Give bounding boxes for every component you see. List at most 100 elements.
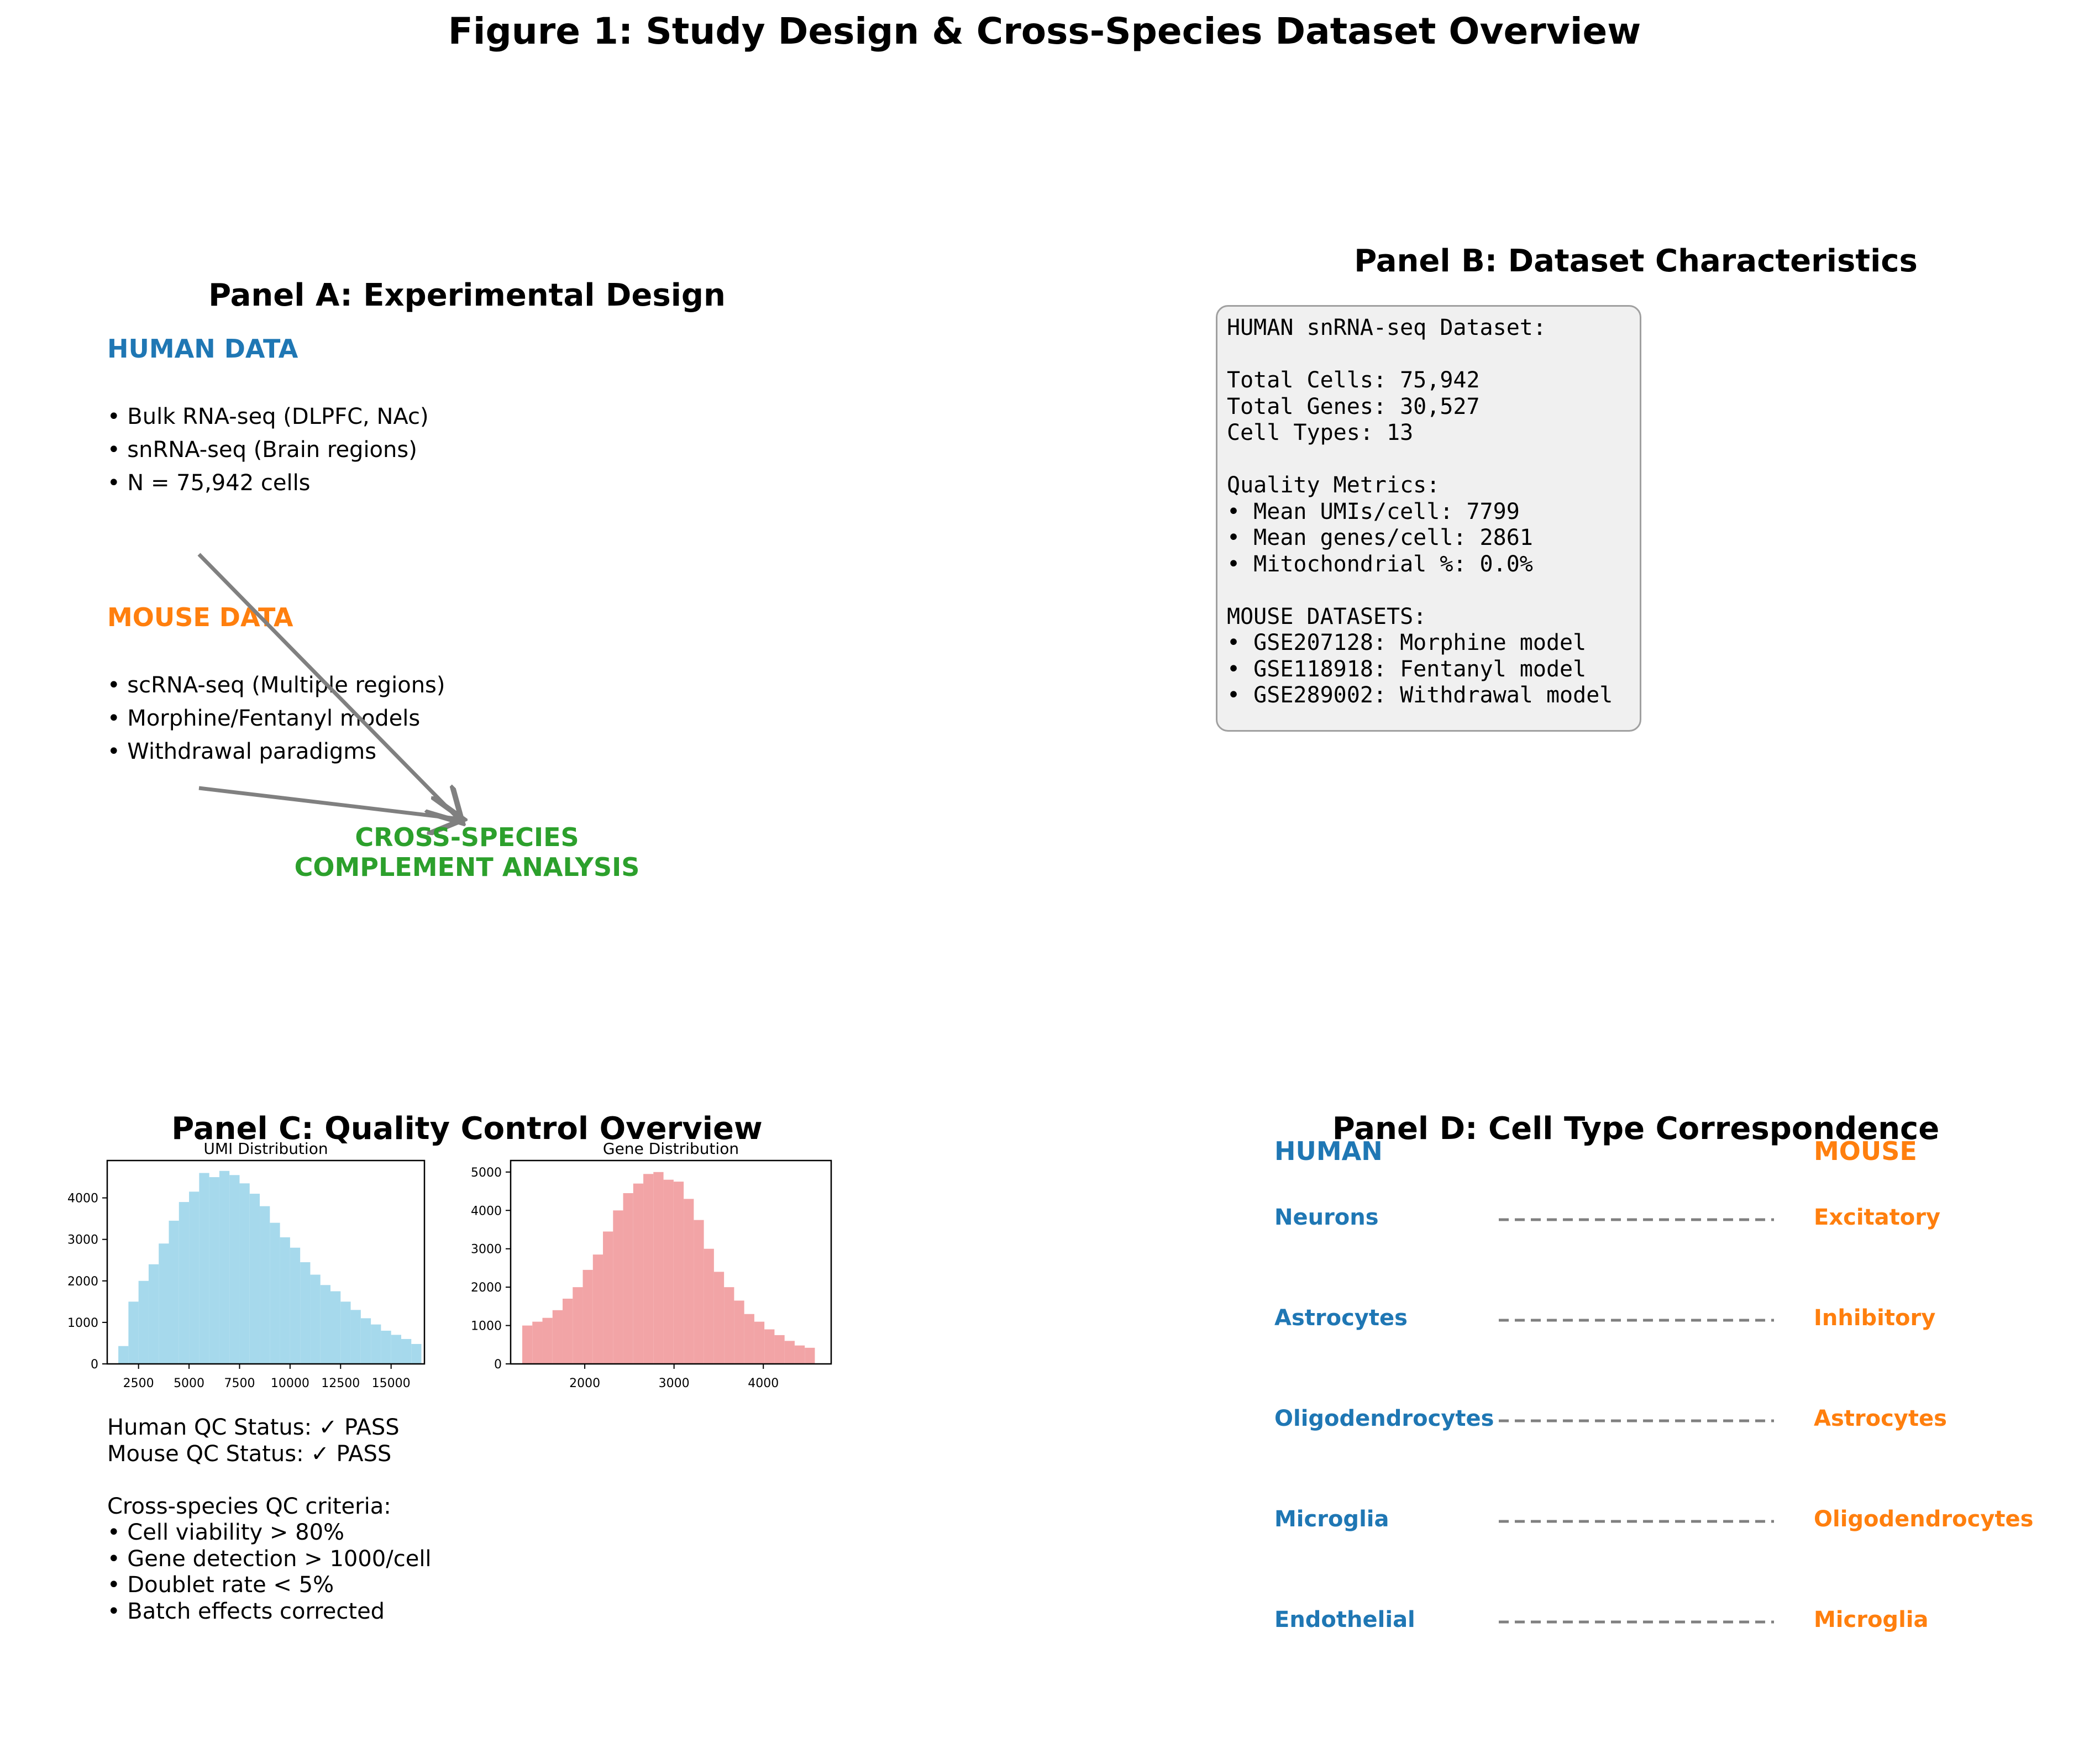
umi-histogram-bar xyxy=(209,1177,219,1364)
gene-xtick-label: 4000 xyxy=(748,1377,779,1390)
human-cell-type: Oligodendrocytes xyxy=(1274,1406,1494,1431)
umi-histogram: 2500 5000 7500 10000 12500 15000 0 1000 2000 3000… xyxy=(67,1140,426,1390)
gene-histogram-bar xyxy=(563,1298,573,1364)
dataset-info-text: HUMAN snRNA-seq Dataset: Total Cells: 75… xyxy=(1227,315,1613,708)
gene-histogram-bar xyxy=(713,1272,725,1364)
gene-ytick-label: 2000 xyxy=(471,1281,502,1295)
gene-histogram-bar xyxy=(724,1287,734,1364)
human-cell-type: Microglia xyxy=(1274,1506,1389,1532)
umi-xtick-label: 5000 xyxy=(174,1377,204,1390)
human-data-heading: HUMAN DATA xyxy=(107,334,298,364)
gene-histogram-bar xyxy=(592,1254,603,1364)
umi-histogram-bar xyxy=(300,1262,311,1364)
human-cell-type: Astrocytes xyxy=(1274,1305,1408,1331)
gene-histogram-bar xyxy=(582,1269,593,1364)
gene-histogram-bar xyxy=(734,1300,744,1364)
panel-d-title: Panel D: Cell Type Correspondence xyxy=(1332,1111,1940,1147)
gene-ytick-label: 3000 xyxy=(471,1243,502,1257)
umi-histogram-bar xyxy=(159,1243,169,1364)
mouse-item-withdrawal: • Withdrawal paradigms xyxy=(107,739,377,764)
umi-histogram-bar xyxy=(290,1247,301,1364)
gene-histogram-bar xyxy=(805,1347,815,1364)
mouse-column-header: MOUSE xyxy=(1814,1136,1917,1166)
gene-histogram-bar xyxy=(663,1179,674,1364)
mouse-cell-type: Excitatory xyxy=(1814,1205,1941,1230)
panel-b-title: Panel B: Dataset Characteristics xyxy=(1354,243,1918,279)
umi-histogram-bar xyxy=(320,1285,330,1364)
mouse-cell-type: Oligodendrocytes xyxy=(1814,1506,2034,1532)
umi-histogram-bar xyxy=(401,1338,412,1364)
gene-histogram-bar xyxy=(573,1287,583,1364)
umi-ytick-label: 0 xyxy=(91,1358,98,1372)
gene-histogram-bar xyxy=(643,1174,654,1364)
umi-histogram-bar xyxy=(249,1194,260,1364)
mouse-cell-type: Astrocytes xyxy=(1814,1406,1947,1431)
umi-xtick-label: 15000 xyxy=(372,1377,411,1390)
cross-species-line2: COMPLEMENT ANALYSIS xyxy=(294,852,640,882)
umi-histogram-bar xyxy=(219,1170,230,1364)
dataset-info-box xyxy=(1216,305,1641,732)
umi-histogram-bar xyxy=(189,1191,200,1364)
umi-xtick-label: 12500 xyxy=(321,1377,360,1390)
umi-histogram-bar xyxy=(350,1310,361,1364)
human-item-cells: • N = 75,942 cells xyxy=(107,470,311,496)
gene-histogram-bar xyxy=(552,1310,563,1364)
umi-histogram-bar xyxy=(310,1274,321,1364)
panel-a-title: Panel A: Experimental Design xyxy=(208,277,726,313)
umi-ytick-label: 4000 xyxy=(67,1192,98,1206)
umi-histogram-bar xyxy=(371,1324,381,1364)
human-item-bulk: • Bulk RNA-seq (DLPFC, NAc) xyxy=(107,404,429,429)
figure-title: Figure 1: Study Design & Cross-Species D… xyxy=(448,10,1641,53)
umi-xtick-label: 7500 xyxy=(224,1377,255,1390)
gene-ytick-label: 4000 xyxy=(471,1204,502,1218)
gene-histogram-title: Gene Distribution xyxy=(603,1140,739,1158)
panel-c-title: Panel C: Quality Control Overview xyxy=(171,1111,763,1147)
human-to-cross-arrow xyxy=(197,553,460,820)
gene-axes-frame xyxy=(510,1159,832,1365)
umi-histogram-bar xyxy=(138,1280,149,1364)
umi-histogram-bar xyxy=(340,1301,351,1364)
gene-histogram-bar xyxy=(744,1314,754,1364)
mouse-cell-type: Microglia xyxy=(1814,1607,1929,1632)
human-item-snrna: • snRNA-seq (Brain regions) xyxy=(107,437,417,463)
umi-ytick-label: 2000 xyxy=(67,1275,98,1289)
gene-histogram-bar xyxy=(694,1220,704,1364)
umi-histogram-bar xyxy=(148,1264,159,1364)
gene-histogram-bar xyxy=(613,1210,623,1364)
umi-histogram-bar xyxy=(169,1220,179,1364)
umi-histogram-bar xyxy=(128,1301,139,1364)
umi-histogram-bar xyxy=(260,1206,270,1364)
gene-histogram-bar xyxy=(603,1231,613,1364)
umi-histogram-bar xyxy=(330,1291,341,1364)
umi-histogram-bar xyxy=(239,1183,250,1364)
gene-histogram-bar xyxy=(754,1321,765,1364)
gene-histogram: 2000 3000 4000 0 1000 2000 3000 4000 5000 Gene Di… xyxy=(471,1140,832,1390)
umi-histogram-title: UMI Distribution xyxy=(203,1140,328,1158)
umi-histogram-bar xyxy=(229,1175,240,1364)
gene-histogram-bar xyxy=(633,1183,644,1364)
gene-ytick-label: 0 xyxy=(494,1358,502,1372)
gene-histogram-bar xyxy=(774,1335,785,1364)
umi-xtick-label: 2500 xyxy=(123,1377,154,1390)
human-cell-type: Neurons xyxy=(1274,1205,1379,1230)
human-cell-type: Endothelial xyxy=(1274,1607,1415,1632)
design-arrows xyxy=(197,553,939,939)
umi-histogram-bar xyxy=(391,1335,401,1364)
gene-histogram-bar xyxy=(653,1172,664,1364)
cross-species-label: CROSS-SPECIES COMPLEMENT ANALYSIS xyxy=(0,822,934,882)
gene-ytick-label: 5000 xyxy=(471,1166,502,1180)
gene-xtick-label: 2000 xyxy=(569,1377,600,1390)
umi-xtick-label: 10000 xyxy=(271,1377,309,1390)
umi-ytick-label: 3000 xyxy=(67,1233,98,1247)
qc-histograms: 2500 5000 7500 10000 12500 150000100020003000… xyxy=(67,1140,832,1390)
umi-histogram-bar xyxy=(360,1318,371,1364)
qc-status-text: Human QC Status: ✓ PASS Mouse QC Status:… xyxy=(107,1415,432,1624)
mouse-item-scrna: • scRNA-seq (Multiple regions) xyxy=(107,673,445,698)
umi-histogram-bar xyxy=(411,1343,422,1364)
gene-histogram-bar xyxy=(794,1345,805,1364)
correspondence-lines xyxy=(1499,1218,1774,1624)
umi-histogram-bar xyxy=(199,1173,209,1364)
gene-histogram-bar xyxy=(704,1248,714,1364)
cross-species-line1: CROSS-SPECIES xyxy=(355,822,579,852)
gene-histogram-bar xyxy=(784,1341,795,1364)
